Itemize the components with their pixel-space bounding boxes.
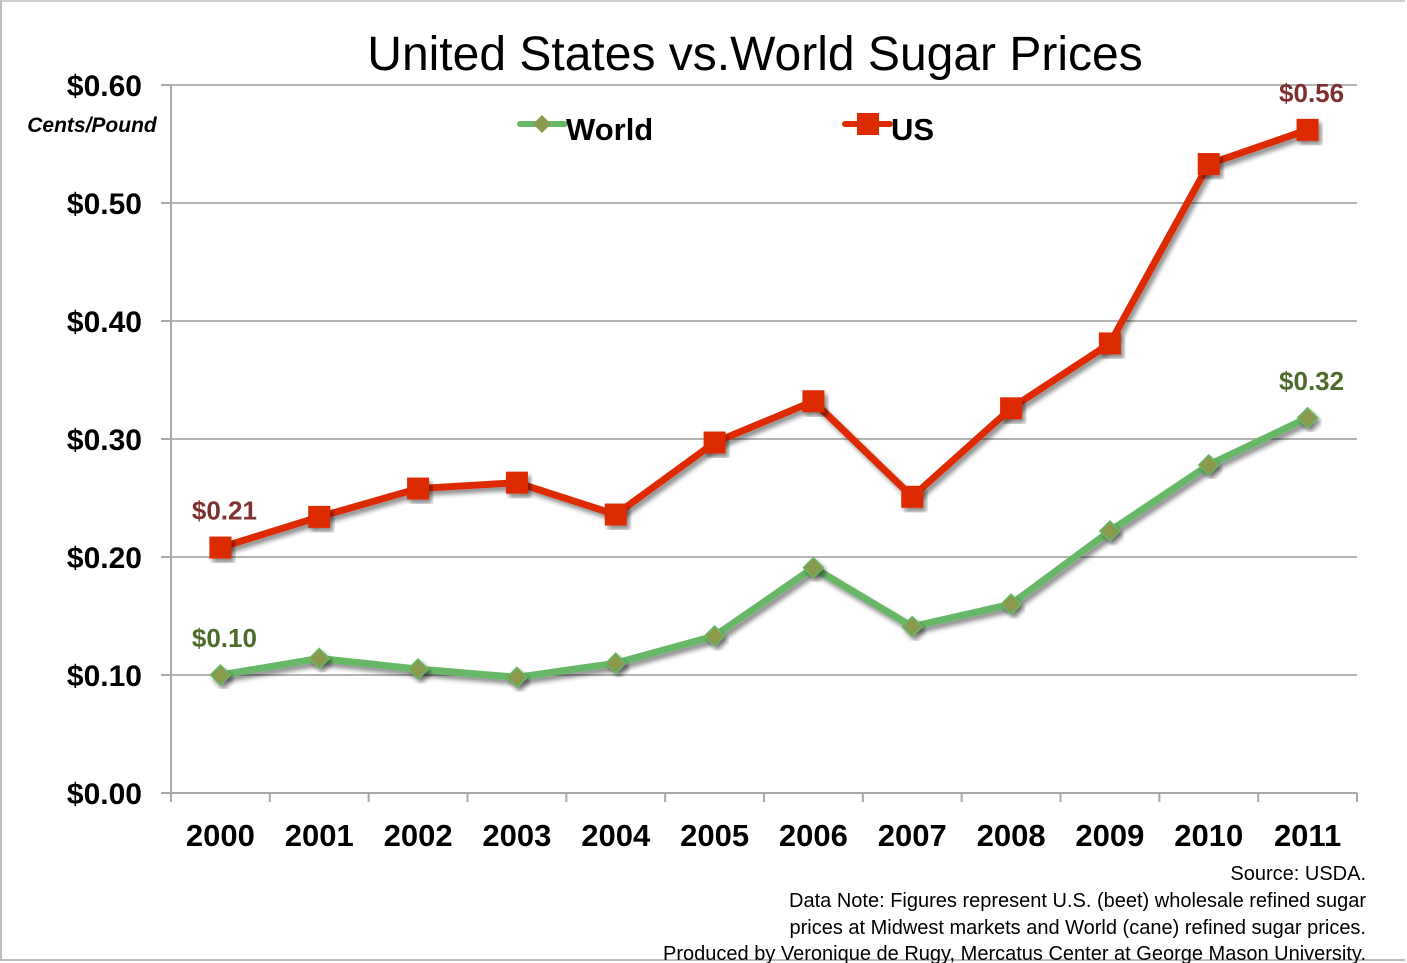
us-point [1098, 332, 1121, 355]
x-tick-label: 2010 [1174, 818, 1243, 853]
world-point [703, 624, 726, 648]
series-us [209, 118, 1319, 559]
world-point [1296, 406, 1319, 429]
world-point [407, 658, 430, 681]
world-point [1197, 453, 1220, 477]
y-tick-label: $0.50 [67, 188, 142, 221]
y-tick-label: $0.20 [67, 542, 142, 575]
x-tick-label: 2005 [680, 818, 749, 853]
x-tick-label: 2000 [186, 818, 255, 853]
data-note-line: Data Note: Figures represent U.S. (beet)… [789, 890, 1366, 912]
us-point [1296, 118, 1319, 141]
x-tick-label: 2001 [285, 818, 354, 853]
x-tick-label: 2008 [977, 818, 1046, 853]
y-tick-label: $0.30 [67, 424, 142, 457]
axes [170, 85, 1358, 802]
source-note: Source: USDA. [1230, 863, 1366, 885]
data-label-world: $0.32 [1279, 366, 1344, 396]
y-axis-unit-label: Cents/Pound [27, 114, 158, 137]
legend-item-us: US [842, 112, 934, 147]
world-point [1098, 519, 1121, 543]
world-point [505, 666, 528, 689]
y-tick-label: $0.10 [67, 660, 142, 693]
series-layer [209, 118, 1319, 689]
us-point [209, 536, 232, 559]
world-line [219, 414, 1310, 681]
us-point [1000, 397, 1023, 420]
world-point [802, 556, 825, 579]
data-label-world: $0.10 [192, 623, 257, 653]
data-labels: $0.10 $0.32 $0.21 $0.56 [192, 78, 1344, 653]
world-point [604, 652, 627, 675]
world-point [209, 663, 232, 687]
x-tick-label: 2007 [878, 818, 947, 853]
legend-label: World [566, 112, 653, 147]
legend-label: US [891, 112, 934, 147]
x-tick-label: 2011 [1274, 818, 1341, 853]
us-point [1197, 153, 1220, 176]
world-point [901, 615, 924, 638]
legend-item-world: World [517, 112, 653, 147]
data-label-us: $0.56 [1279, 78, 1344, 108]
gridlines [161, 84, 1357, 794]
x-tick-label: 2009 [1075, 818, 1144, 853]
y-tick-label: $0.40 [67, 306, 142, 339]
us-point [604, 503, 627, 526]
chart-title: United States vs.World Sugar Prices [367, 28, 1142, 81]
legend-square-marker-icon [857, 113, 879, 135]
data-note-line: Produced by Veronique de Rugy, Mercatus … [663, 943, 1366, 963]
data-note-line: prices at Midwest markets and World (can… [789, 917, 1366, 939]
y-tick-label: $0.60 [67, 70, 142, 103]
world-point [308, 647, 331, 670]
us-point [407, 477, 430, 500]
source-notes: Source: USDA. Data Note: Figures represen… [663, 863, 1366, 963]
x-tick-label: 2003 [482, 818, 551, 853]
us-point [308, 505, 331, 528]
legend: World US [517, 112, 934, 147]
us-point [505, 471, 528, 494]
y-tick-labels: $0.00 $0.10 $0.20 $0.30 $0.40 $0.50 $0.60 [67, 70, 142, 811]
x-tick-label: 2002 [384, 818, 453, 853]
data-label-us: $0.21 [192, 496, 257, 526]
x-tick-label: 2006 [779, 818, 848, 853]
us-line [219, 126, 1309, 551]
world-point [1000, 593, 1023, 616]
us-point [703, 431, 726, 454]
us-point [901, 485, 924, 508]
x-tick-labels: 2000 2001 2002 2003 2004 2005 2006 2007 2008 2009… [186, 818, 1341, 853]
x-tick-label: 2004 [581, 818, 651, 853]
legend-diamond-marker-icon [533, 115, 551, 133]
y-tick-label: $0.00 [67, 778, 142, 811]
series-world [209, 406, 1319, 689]
us-point [802, 390, 825, 413]
